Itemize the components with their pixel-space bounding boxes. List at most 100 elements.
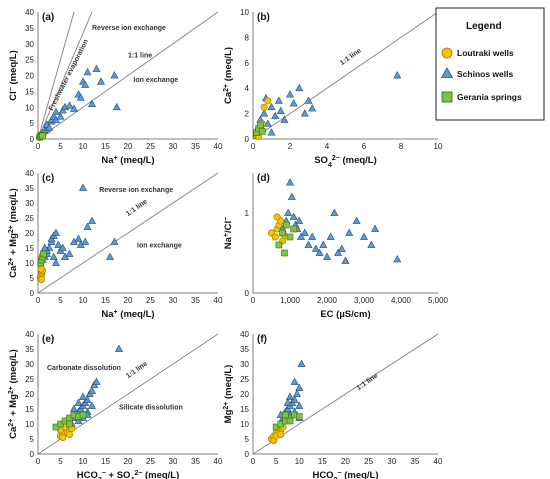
one-to-one-line — [37, 11, 219, 140]
y-tick-label: 20 — [25, 390, 34, 399]
y-tick-label: 25 — [25, 375, 34, 384]
panel-f: 0 5 10 15 20 25 30 35 40 0 5 10 15 20 25 30 35 40 1:1 line… — [223, 330, 443, 479]
data-point-triangle — [337, 244, 346, 252]
y-tick-label: 5 — [245, 435, 250, 444]
data-point-triangle — [51, 107, 61, 115]
x-tick-label: 30 — [169, 142, 178, 151]
x-tick-label: 5 — [58, 457, 63, 466]
x-tick-label: 10 — [79, 457, 88, 466]
x-tick-label: 0 — [36, 457, 41, 466]
data-point-triangle — [290, 377, 299, 385]
annotation-carbonate-dissolution: Carbonate dissolution — [47, 365, 121, 372]
y-tick-label: 15 — [240, 405, 249, 414]
data-point-triangle — [304, 240, 313, 248]
legend-label-gerania: Gerania springs — [457, 92, 522, 102]
data-point-triangle — [83, 67, 92, 76]
panel-label: (a) — [42, 12, 54, 23]
data-point-circle — [38, 275, 46, 283]
data-point-triangle — [352, 216, 361, 224]
data-point-triangle — [287, 192, 296, 200]
data-point-triangle — [78, 183, 88, 191]
x-tick-label: 35 — [191, 296, 200, 305]
x-tick-label: 20 — [341, 457, 350, 466]
y-tick-label: 5 — [30, 274, 35, 283]
data-point-triangle — [65, 101, 74, 109]
y-tick-label: 5 — [30, 435, 35, 444]
data-point-triangle — [367, 240, 376, 248]
x-tick-label: 0 — [251, 457, 256, 466]
data-point-triangle — [83, 222, 92, 230]
annotation-ion-exchange: Ion exchange — [133, 77, 178, 84]
data-point-triangle — [283, 398, 292, 406]
x-tick-label: 40 — [214, 296, 223, 305]
data-point-triangle — [96, 77, 106, 85]
x-tick-label: 20 — [124, 142, 133, 151]
data-point-triangle — [300, 109, 309, 117]
data-point-triangle — [371, 224, 380, 232]
data-point-triangle — [92, 64, 101, 73]
x-tick-label: 20 — [124, 457, 133, 466]
panel-d: 0 1,000 2,000 3,000 4,000 5,000 0 1 (d) EC (µS/cm… — [223, 173, 449, 320]
data-point-square — [275, 241, 283, 249]
y-tick-label: 0 — [245, 450, 250, 459]
data-point-square — [290, 225, 298, 233]
data-point-triangle — [271, 111, 280, 120]
panel-e: 0 5 10 15 20 25 30 35 40 0 5 10 15 20 25 30 35 40 Carbonat… — [8, 330, 223, 479]
x-tick-label: 25 — [364, 457, 373, 466]
x-tick-label: 35 — [410, 457, 419, 466]
annotation-reverse-ion-exchange: Reverse ion exchange — [92, 25, 166, 32]
x-axis-label: HCO3− (meq/L) — [312, 470, 378, 479]
data-point-triangle — [295, 383, 304, 391]
x-axis-label: Na+ (meq/L) — [101, 155, 154, 167]
evaporation-line — [37, 11, 75, 140]
data-point-circle — [273, 213, 281, 221]
x-axis-label: SO42− (meq/L) — [314, 155, 377, 169]
data-point-triangle — [92, 377, 101, 385]
data-point-triangle — [87, 216, 97, 224]
data-point-triangle — [87, 401, 97, 409]
data-point-triangle — [58, 243, 67, 251]
legend-title: Legend — [466, 21, 502, 32]
annotation-1-1-line: 1:1 line — [339, 47, 363, 67]
y-tick-label: 35 — [25, 184, 34, 193]
data-point-triangle — [284, 208, 293, 216]
data-point-triangle — [110, 71, 119, 79]
data-point-triangle — [300, 228, 309, 236]
x-axis-label: Na+ (meq/L) — [101, 309, 154, 321]
y-tick-label: 0 — [245, 289, 250, 298]
legend: Legend Loutraki wells Schinos wells Gera… — [435, 7, 545, 121]
legend-marker-gerania — [441, 91, 453, 103]
data-point-triangle — [308, 232, 317, 240]
data-point-triangle — [81, 80, 90, 88]
data-point-triangle — [51, 228, 61, 236]
panels-group: 0 5 10 15 20 25 30 35 400510152025303540Reverse … — [8, 8, 449, 479]
data-point-triangle — [304, 96, 313, 104]
x-tick-label: 2,000 — [317, 296, 338, 305]
x-tick-label: 30 — [387, 457, 396, 466]
data-point-square — [79, 411, 87, 419]
y-tick-label: 35 — [240, 345, 249, 354]
data-point-triangle — [295, 401, 304, 409]
data-point-triangle — [315, 248, 324, 256]
y-tick-label: 10 — [25, 420, 34, 429]
annotation-ion-exchange: Ion exchange — [137, 242, 182, 249]
y-axis-label: Cl− (meq/L) — [8, 50, 20, 101]
evaporation-line — [37, 11, 93, 140]
panel-c: 0 5 10 15 20 25 30 35 40 0 5 10 15 20 25 30 35 40 Reverse … — [8, 169, 223, 320]
data-point-triangle — [297, 359, 306, 367]
data-point-triangle — [285, 392, 295, 400]
y-tick-label: 4 — [245, 84, 250, 93]
data-point-triangle — [114, 344, 124, 352]
y-tick-label: 35 — [25, 24, 34, 33]
data-point-triangle — [334, 248, 343, 256]
data-point-triangle — [295, 83, 304, 92]
y-tick-label: 20 — [240, 390, 249, 399]
data-point-triangle — [292, 389, 301, 397]
data-point-triangle — [345, 228, 354, 236]
y-tick-label: 0 — [30, 289, 35, 298]
annotation-1-1-line: 1:1 line — [125, 198, 149, 218]
panel-b: 0 2 4 6 8 10 0 2 4 6 8 10 1:1 line (b) SO42− (meq/L) Ca… — [223, 8, 443, 169]
data-point-triangle — [289, 99, 298, 107]
data-point-triangle — [326, 232, 335, 240]
x-tick-label: 0 — [251, 296, 256, 305]
